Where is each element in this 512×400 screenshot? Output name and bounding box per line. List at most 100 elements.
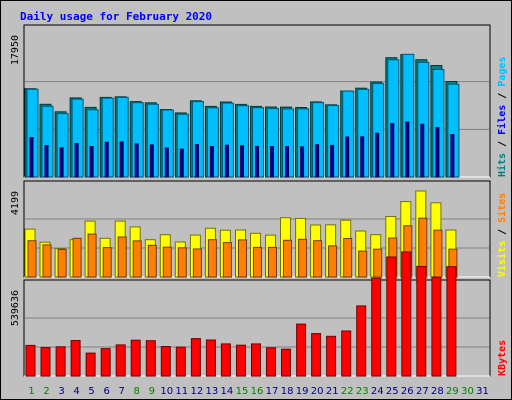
x-tick-label-day-23: 23 — [356, 386, 369, 397]
legend-top: Hits / Files / Pages — [496, 57, 508, 177]
x-tick-label-day-30: 30 — [461, 386, 474, 397]
bar-sites-day-19 — [298, 238, 308, 278]
bar-pages-day-13 — [209, 146, 214, 178]
bar-pages-day-11 — [179, 148, 184, 178]
bar-kbytes-day-11 — [175, 346, 186, 377]
bar-kbytes-day-8 — [130, 339, 141, 377]
x-tick-label-day-27: 27 — [416, 386, 429, 397]
x-tick-label-day-16: 16 — [251, 386, 264, 397]
bar-sites-day-9 — [147, 244, 157, 278]
bar-kbytes-day-23 — [356, 305, 367, 377]
bar-sites-day-24 — [373, 248, 383, 278]
legend-bottom: KBytes — [497, 340, 508, 376]
x-tick-label-day-29: 29 — [446, 386, 459, 397]
bar-pages-day-17 — [270, 146, 274, 178]
bar-pages-day-7 — [119, 141, 124, 178]
panel-top: 17950 Hits / Files / Pages — [10, 24, 508, 178]
chart-title: Daily usage for February 2020 — [20, 10, 212, 23]
bar-kbytes-day-26 — [401, 251, 412, 377]
bar-sites-day-2 — [42, 244, 52, 278]
x-tick-label-day-21: 21 — [326, 386, 339, 397]
x-tick-label-day-13: 13 — [206, 386, 219, 397]
bar-pages-day-5 — [89, 146, 94, 178]
x-tick-label-day-10: 10 — [160, 386, 173, 397]
bar-pages-day-24 — [375, 132, 380, 178]
bar-kbytes-day-15 — [236, 344, 246, 377]
bar-sites-day-14 — [222, 242, 232, 278]
x-tick-label-day-4: 4 — [73, 386, 79, 397]
x-tick-label-day-18: 18 — [281, 386, 294, 397]
x-tick-label-day-8: 8 — [134, 386, 140, 397]
bar-pages-day-14 — [224, 144, 229, 178]
bar-pages-day-28 — [435, 127, 440, 178]
bar-sites-day-13 — [207, 239, 217, 278]
bar-kbytes-day-16 — [251, 343, 261, 377]
x-tick-label-day-15: 15 — [236, 386, 249, 397]
bar-pages-day-10 — [164, 147, 169, 178]
bar-kbytes-day-14 — [220, 343, 231, 377]
legend-separator: / — [497, 135, 508, 153]
bar-pages-day-29 — [450, 134, 455, 178]
bar-kbytes-day-24 — [371, 277, 382, 377]
bar-kbytes-day-27 — [416, 265, 427, 377]
x-tick-label-day-19: 19 — [296, 386, 309, 397]
bar-kbytes-day-9 — [145, 340, 156, 377]
x-tick-label-day-1: 1 — [28, 386, 34, 397]
bar-sites-day-11 — [177, 247, 187, 278]
x-tick-label-day-28: 28 — [431, 386, 444, 397]
bar-pages-day-27 — [420, 123, 425, 178]
bar-sites-day-23 — [358, 250, 368, 278]
bar-pages-day-6 — [104, 141, 109, 178]
bar-pages-day-2 — [44, 145, 49, 178]
x-tick-label-day-14: 14 — [221, 386, 234, 397]
legend-item-files: Files — [496, 105, 508, 135]
panel-bottom: 539636 KBytes — [10, 251, 508, 377]
x-tick-label-day-31: 31 — [476, 386, 489, 397]
bar-pages-day-19 — [300, 146, 305, 178]
bar-kbytes-day-20 — [311, 333, 322, 377]
bar-sites-day-4 — [72, 237, 82, 278]
x-tick-label-day-3: 3 — [58, 386, 64, 397]
bar-sites-day-18 — [283, 239, 292, 278]
bar-pages-day-22 — [345, 136, 350, 178]
bar-pages-day-15 — [240, 145, 244, 178]
bar-kbytes-day-19 — [296, 323, 307, 377]
bar-sites-day-28 — [433, 229, 443, 278]
bar-sites-day-3 — [57, 248, 67, 278]
bar-pages-day-3 — [59, 147, 64, 178]
x-tick-label-day-20: 20 — [311, 386, 324, 397]
x-tick-label-day-24: 24 — [371, 386, 384, 397]
bar-sites-day-16 — [253, 246, 262, 278]
legend-separator: / — [497, 223, 508, 241]
bar-kbytes-day-10 — [160, 346, 171, 377]
bar-kbytes-day-28 — [431, 276, 442, 377]
bar-sites-day-5 — [87, 233, 97, 278]
bar-kbytes-day-7 — [115, 344, 126, 377]
bar-sites-day-17 — [268, 246, 277, 278]
x-tick-label-day-22: 22 — [341, 386, 354, 397]
bar-pages-day-9 — [149, 144, 154, 178]
panel-middle: 4199 Visits / Sites — [10, 180, 508, 278]
bar-sites-day-21 — [328, 245, 338, 278]
bar-pages-day-18 — [285, 146, 289, 178]
bar-kbytes-day-6 — [100, 348, 111, 377]
bar-pages-day-16 — [255, 145, 259, 178]
bar-kbytes-day-13 — [205, 339, 216, 377]
bar-pages-day-21 — [330, 144, 335, 178]
x-tick-label-day-9: 9 — [149, 386, 155, 397]
legend-middle: Visits / Sites — [496, 193, 508, 277]
bar-sites-day-8 — [132, 240, 142, 278]
x-tick-label-day-12: 12 — [191, 386, 204, 397]
bar-sites-day-10 — [162, 246, 172, 278]
bar-kbytes-day-25 — [386, 256, 397, 377]
bar-sites-day-1 — [27, 240, 37, 278]
bar-pages-day-26 — [405, 121, 410, 178]
x-tick-label-day-2: 2 — [43, 386, 49, 397]
x-tick-label-day-6: 6 — [104, 386, 110, 397]
bar-pages-day-20 — [315, 144, 320, 178]
bar-sites-day-22 — [343, 238, 353, 278]
x-tick-label-day-25: 25 — [386, 386, 399, 397]
bar-kbytes-day-2 — [40, 347, 51, 377]
